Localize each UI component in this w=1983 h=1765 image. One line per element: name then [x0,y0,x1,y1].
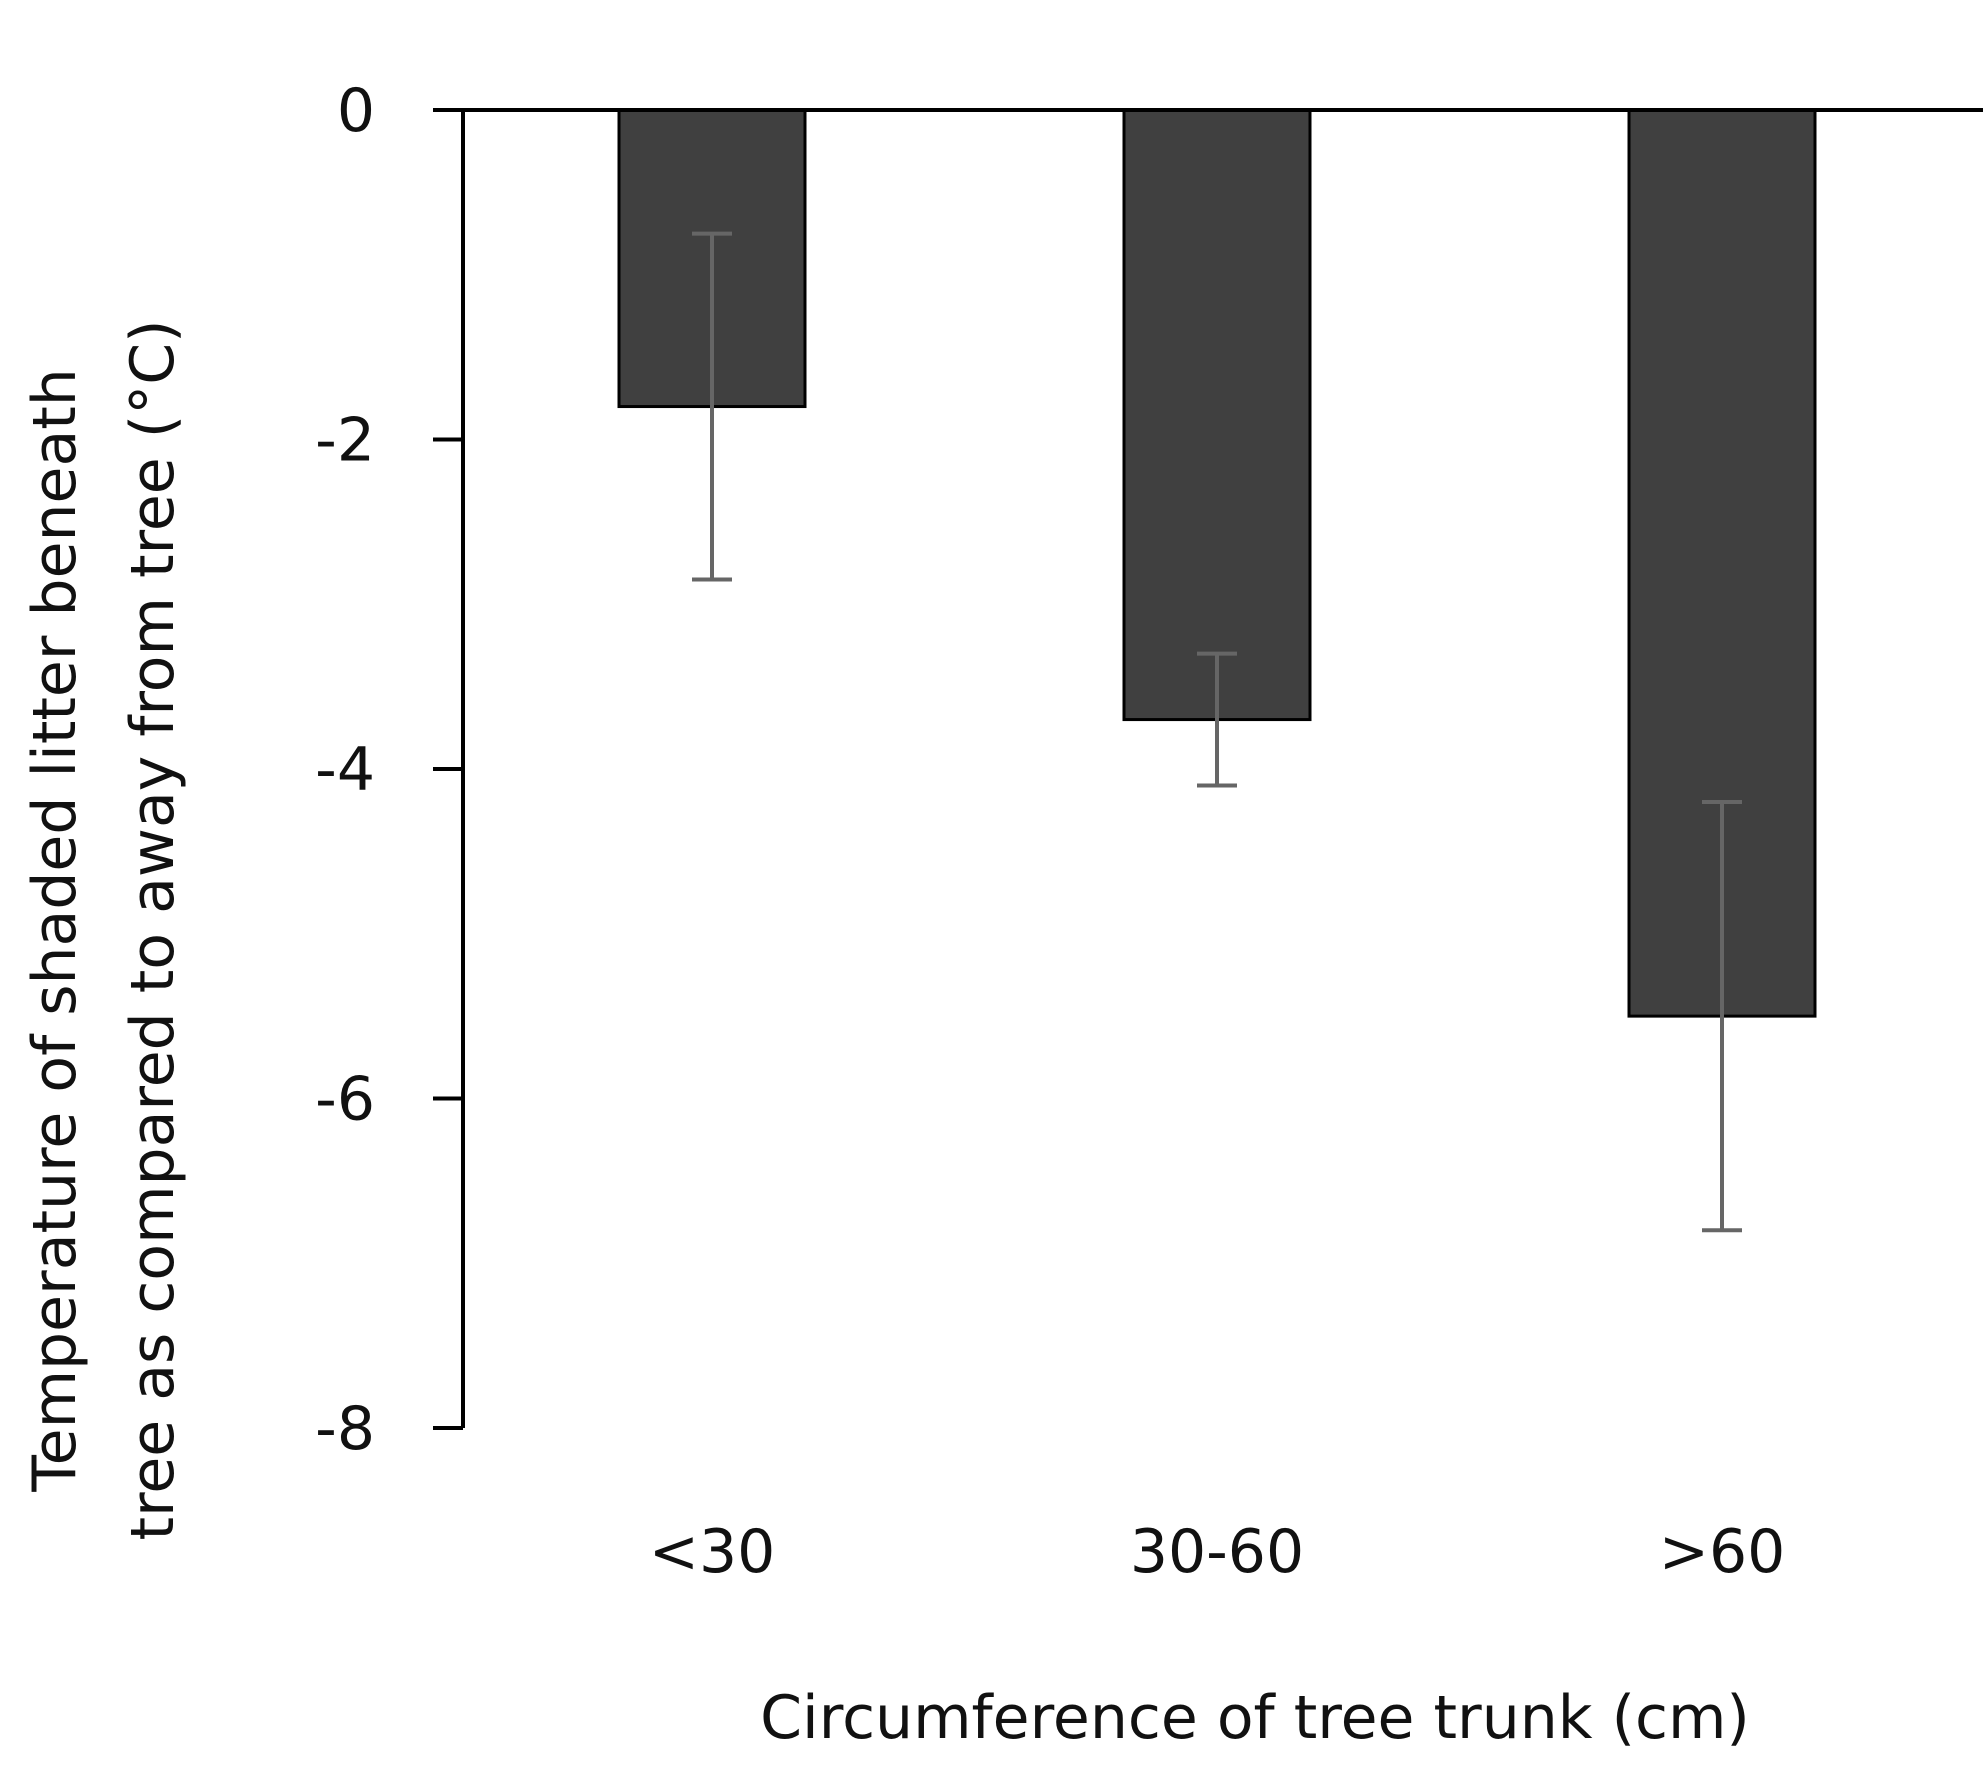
y-tick-label-2: -4 [315,735,375,805]
y-axis-title-line-1: Temperature of shaded litter beneath [20,368,90,1493]
y-tick-label-3: -6 [315,1065,375,1135]
x-axis-title: Circumference of tree trunk (cm) [760,1683,1750,1753]
plot-area: 0 -2 -4 -6 -8 <30 30-60 >60 [315,76,1983,1587]
y-axis-title: Temperature of shaded litter beneath tre… [20,320,188,1541]
y-tick-label-0: 0 [337,76,375,146]
y-tick-label-1: -2 [315,406,375,476]
y-axis-title-line-2: tree as compared to away from tree (°C) [118,320,188,1541]
y-tick-label-4: -8 [315,1394,375,1464]
x-tick-label-1: 30-60 [1130,1517,1304,1587]
bar-1 [1122,108,1312,722]
x-tick-label-2: >60 [1659,1517,1786,1587]
x-tick-label-0: <30 [649,1517,776,1587]
